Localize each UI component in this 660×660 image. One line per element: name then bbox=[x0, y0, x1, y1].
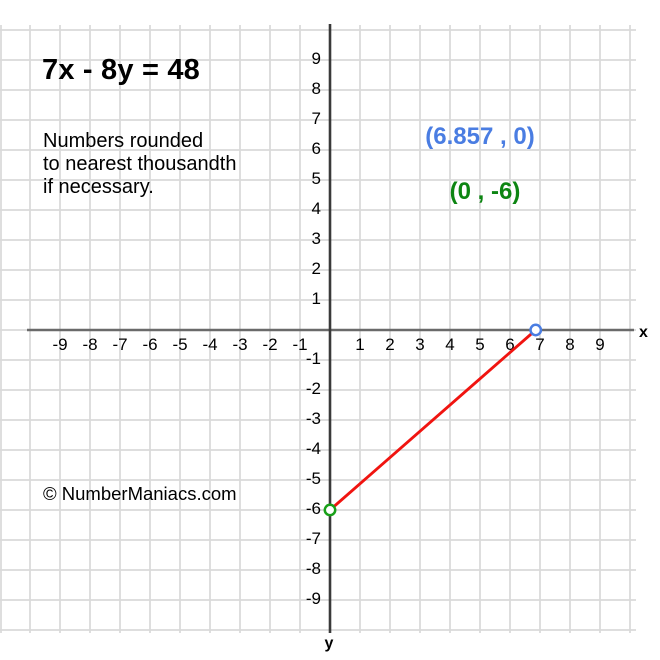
x-tick-label: -8 bbox=[82, 335, 97, 354]
rounding-note-line-2: to nearest thousandth bbox=[43, 153, 237, 175]
x-tick-label: -9 bbox=[52, 335, 67, 354]
watermark: © NumberManiacs.com bbox=[43, 483, 237, 504]
y-tick-label: -2 bbox=[306, 379, 321, 398]
y-axis-letter: y bbox=[325, 635, 334, 652]
x-tick-label: -1 bbox=[292, 335, 307, 354]
x-tick-label: 5 bbox=[475, 335, 484, 354]
y-tick-label: -9 bbox=[306, 589, 321, 608]
rounding-note: Numbers rounded to nearest thousandth if… bbox=[43, 130, 236, 199]
x-tick-label: 7 bbox=[535, 335, 544, 354]
x-tick-label: 6 bbox=[505, 335, 514, 354]
x-intercept-point bbox=[529, 323, 543, 337]
y-tick-label: -8 bbox=[306, 559, 321, 578]
y-tick-label: -1 bbox=[306, 349, 321, 368]
y-tick-label: 6 bbox=[312, 139, 321, 158]
x-tick-label: -5 bbox=[172, 335, 187, 354]
rounding-note-line-3: if necessary. bbox=[43, 176, 154, 198]
y-tick-label: -5 bbox=[306, 469, 321, 488]
y-intercept-point bbox=[323, 503, 337, 517]
x-tick-label: 1 bbox=[355, 335, 364, 354]
x-tick-label: -6 bbox=[142, 335, 157, 354]
y-tick-label: 7 bbox=[312, 109, 321, 128]
y-tick-label: 2 bbox=[312, 259, 321, 278]
x-tick-label: 3 bbox=[415, 335, 424, 354]
y-tick-label: 1 bbox=[312, 289, 321, 308]
y-tick-label: -7 bbox=[306, 529, 321, 548]
x-tick-label: 2 bbox=[385, 335, 394, 354]
x-tick-label: -3 bbox=[232, 335, 247, 354]
y-tick-label: 9 bbox=[312, 49, 321, 68]
x-tick-label: 4 bbox=[445, 335, 454, 354]
y-tick-label: 4 bbox=[312, 199, 321, 218]
x-intercept-label: (6.857 , 0) bbox=[425, 123, 535, 150]
x-tick-label: 8 bbox=[565, 335, 574, 354]
x-axis-letter: x bbox=[639, 324, 648, 341]
plotted-line bbox=[328, 328, 538, 512]
y-tick-label: 3 bbox=[312, 229, 321, 248]
x-tick-label: -7 bbox=[112, 335, 127, 354]
x-tick-label: -2 bbox=[262, 335, 277, 354]
y-intercept-label: (0 , -6) bbox=[449, 178, 521, 205]
equation-title: 7x - 8y = 48 bbox=[42, 54, 200, 86]
rounding-note-line-1: Numbers rounded bbox=[43, 130, 204, 152]
y-tick-label: -4 bbox=[306, 439, 321, 458]
y-tick-label: 8 bbox=[312, 79, 321, 98]
y-tick-label: -6 bbox=[306, 499, 321, 518]
x-tick-label: -4 bbox=[202, 335, 217, 354]
y-tick-label: -3 bbox=[306, 409, 321, 428]
x-tick-label: 9 bbox=[595, 335, 604, 354]
y-tick-label: 5 bbox=[312, 169, 321, 188]
